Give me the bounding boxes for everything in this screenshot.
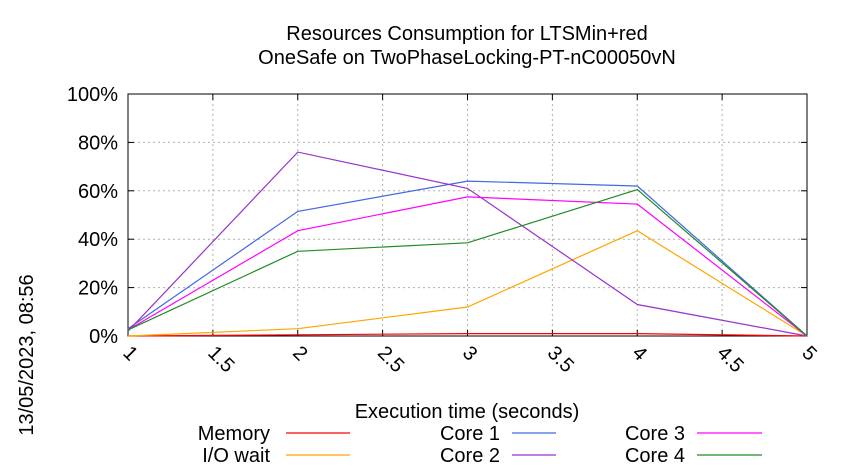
x-tick-label: 3: [458, 342, 481, 365]
series-line-core-3: [127, 196, 808, 337]
x-tick-label: 5: [797, 342, 820, 365]
y-tick-label: 100%: [67, 84, 118, 106]
y-tick-label: 40%: [78, 229, 118, 251]
legend-label-core-2: Core 2: [440, 445, 500, 467]
x-tick-label: 4.5: [713, 342, 748, 377]
x-tick-label: 2: [288, 342, 311, 365]
x-tick-label: 1.5: [203, 342, 238, 377]
legend-label-i-o-wait: I/O wait: [202, 445, 270, 467]
series-line-i-o-wait: [127, 230, 808, 337]
legend-label-core-3: Core 3: [625, 423, 685, 445]
grid-lines: [128, 94, 807, 336]
legend-label-core-4: Core 4: [625, 445, 685, 467]
y-tick-label: 60%: [78, 181, 118, 203]
series-line-core-4: [127, 188, 808, 337]
chart-title-line1: Resources Consumption for LTSMin+red: [286, 23, 647, 45]
y-tick-label: 0%: [89, 326, 118, 348]
timestamp-label: 13/05/2023, 08:56: [16, 274, 38, 435]
x-tick-label: 2.5: [373, 342, 408, 377]
series-line-core-2: [127, 151, 808, 337]
legend-label-memory: Memory: [198, 423, 270, 445]
x-axis-label: Execution time (seconds): [355, 401, 580, 423]
series-line-core-1: [127, 180, 808, 337]
x-tick-label: 4: [628, 342, 651, 365]
chart-title-line2: OneSafe on TwoPhaseLocking-PT-nC00050vN: [258, 47, 676, 69]
y-tick-label: 20%: [78, 278, 118, 300]
series-line-memory: [127, 333, 808, 337]
y-axis-ticks: 0% 20% 40% 60% 80% 100%: [67, 84, 807, 348]
x-tick-label: 3.5: [543, 342, 578, 377]
legend-label-core-1: Core 1: [440, 423, 500, 445]
series-lines: [127, 151, 808, 337]
x-tick-label: 1: [118, 342, 141, 365]
y-tick-label: 80%: [78, 132, 118, 154]
